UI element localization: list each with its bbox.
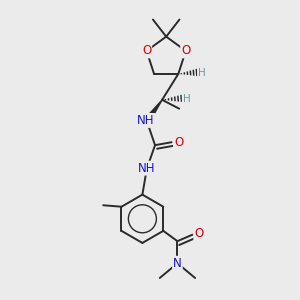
Text: O: O [181, 44, 190, 57]
Text: O: O [142, 44, 151, 57]
Text: NH: NH [137, 162, 155, 175]
Polygon shape [144, 100, 162, 123]
Text: H: H [183, 94, 190, 104]
Text: NH: NH [137, 114, 154, 127]
Text: N: N [173, 257, 182, 270]
Text: H: H [198, 68, 206, 78]
Text: O: O [194, 227, 203, 240]
Text: O: O [174, 136, 183, 149]
